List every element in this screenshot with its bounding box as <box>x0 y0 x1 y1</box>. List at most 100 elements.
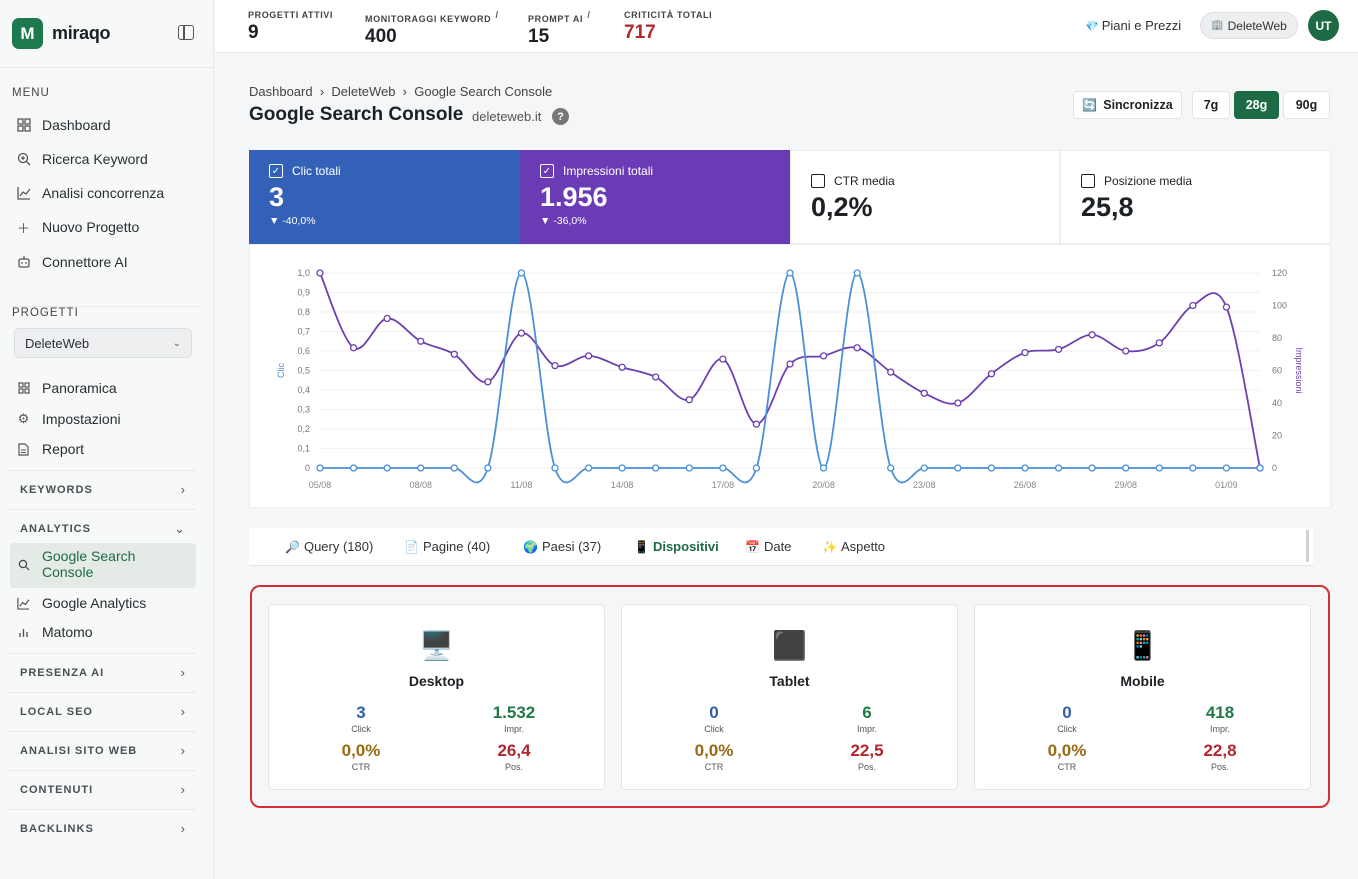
nav-label: Google Analytics <box>42 595 147 611</box>
group-backlinks[interactable]: BACKLINKS › <box>8 809 196 847</box>
search-icon <box>16 557 31 572</box>
group-contenuti[interactable]: CONTENUTI › <box>8 770 196 808</box>
device-name: Desktop <box>408 673 465 689</box>
metric-delta: ▼ -40,0% <box>269 215 316 227</box>
tab-date[interactable]: 📅 Date <box>745 539 791 554</box>
group-analisi-sito-web[interactable]: ANALISI SITO WEB › <box>8 731 196 769</box>
sync-button[interactable]: 🔄 Sincronizza <box>1073 91 1182 119</box>
clic-series-point <box>1222 464 1231 472</box>
nav-report[interactable]: Report <box>16 438 84 460</box>
metric-value: 25,8 <box>1081 192 1134 222</box>
device-click: 0 Click <box>704 703 724 734</box>
impressioni-series-point <box>1122 347 1130 355</box>
nav-google-search-console[interactable]: Google Search Console <box>16 548 152 582</box>
pricing-link[interactable]: 💎 Piani e Prezzi <box>1085 18 1181 33</box>
impressioni-series-point <box>551 361 559 370</box>
y-tick-label: 0,5 <box>297 366 310 376</box>
nav-label: Connettore AI <box>42 254 128 270</box>
checkbox-unchecked-icon[interactable] <box>811 174 825 188</box>
nav-dashboard[interactable]: Dashboard <box>16 114 111 136</box>
range-28g-button[interactable]: 28g <box>1234 91 1279 119</box>
avatar[interactable]: UT <box>1308 10 1339 41</box>
impressioni-series-point <box>887 368 895 376</box>
metric-posizione-media[interactable]: Posizione media 25,8 <box>1060 150 1331 244</box>
clic-series-point <box>887 464 895 472</box>
nav-label: Impostazioni <box>42 411 121 427</box>
robot-icon <box>16 255 31 270</box>
x-tick-label: 23/08 <box>913 480 936 490</box>
group-presenza-ai[interactable]: PRESENZA AI › <box>8 653 196 691</box>
y-right-tick-label: 120 <box>1272 268 1287 278</box>
impressioni-series-point <box>1088 331 1096 339</box>
tab-paesi[interactable]: 🌍 Paesi (37) <box>523 539 601 554</box>
clic-series-point <box>954 464 962 472</box>
device-pos: 22,5 Pos. <box>850 741 884 772</box>
checkbox-unchecked-icon[interactable] <box>1081 174 1095 188</box>
logo[interactable]: M miraqo <box>0 0 213 68</box>
clic-series-point <box>618 464 626 472</box>
nav-matomo[interactable]: Matomo <box>16 621 93 643</box>
tab-query[interactable]: 🔎 Query (180) <box>285 539 373 554</box>
sparkles-icon: ✨ <box>822 539 837 554</box>
nav-google-analytics[interactable]: Google Analytics <box>16 592 146 614</box>
nav-analisi-concorrenza[interactable]: Analisi concorrenza <box>16 182 164 204</box>
stat-value: 15 <box>528 26 550 47</box>
clic-series-point <box>1256 464 1264 472</box>
impressioni-series-point <box>517 329 526 337</box>
project-select[interactable]: DeleteWeb ⌄ <box>14 328 192 358</box>
stat-value: 9 <box>248 22 259 43</box>
clic-series-point <box>752 464 761 472</box>
y-tick-label: 0,3 <box>297 405 310 415</box>
magnifier-icon: 🔎 <box>285 539 300 554</box>
stat-prompt-ai: PROMPT AI i 15 <box>528 10 590 48</box>
range-7g-button[interactable]: 7g <box>1192 91 1230 119</box>
clic-series-point <box>349 464 358 472</box>
page-domain: deleteweb.it <box>472 109 542 124</box>
info-icon[interactable]: i <box>495 10 499 21</box>
sidebar-toggle-icon[interactable] <box>178 25 194 40</box>
metric-clic-totali[interactable]: ✓ Clic totali 3 ▼ -40,0% <box>249 150 520 244</box>
document-icon <box>16 442 31 457</box>
chevron-right-icon: › <box>180 665 186 680</box>
impressioni-series-point <box>920 389 928 397</box>
plus-icon: ＋ <box>16 220 30 236</box>
group-keywords[interactable]: KEYWORDS › <box>8 470 196 508</box>
x-tick-label: 01/09 <box>1215 480 1238 490</box>
clic-series-point <box>853 269 861 277</box>
range-90g-button[interactable]: 90g <box>1283 91 1330 119</box>
checkbox-checked-icon[interactable]: ✓ <box>540 164 554 178</box>
clic-series-point <box>987 464 996 472</box>
group-local-seo[interactable]: LOCAL SEO › <box>8 692 196 730</box>
nav-impostazioni[interactable]: ⚙ Impostazioni <box>16 408 121 430</box>
metric-ctr-media[interactable]: CTR media 0,2% <box>790 150 1060 244</box>
y-right-tick-label: 60 <box>1272 366 1282 376</box>
group-analytics[interactable]: ANALYTICS ⌄ <box>8 509 196 547</box>
project-pill[interactable]: 🏢 DeleteWeb <box>1200 12 1298 39</box>
metric-impressioni-totali[interactable]: ✓ Impressioni totali 1.956 ▼ -36,0% <box>520 150 790 244</box>
nav-connettore-ai[interactable]: Connettore AI <box>16 251 128 273</box>
y-tick-label: 0,1 <box>297 444 310 454</box>
y-tick-label: 0,6 <box>297 346 310 356</box>
info-icon[interactable]: i <box>587 10 591 21</box>
impressioni-series-point <box>1189 301 1197 310</box>
tab-dispositivi[interactable]: 📱 Dispositivi <box>634 539 719 554</box>
help-icon[interactable]: ? <box>552 108 569 125</box>
tab-pagine[interactable]: 📄 Pagine (40) <box>404 539 490 554</box>
impressioni-series-point <box>685 396 693 404</box>
x-tick-label: 20/08 <box>812 480 835 490</box>
checkbox-checked-icon[interactable]: ✓ <box>269 164 283 178</box>
nav-nuovo-progetto[interactable]: ＋ Nuovo Progetto <box>16 216 139 238</box>
clic-series-point <box>316 464 324 472</box>
tab-aspetto[interactable]: ✨ Aspetto <box>822 539 885 554</box>
search-plus-icon <box>16 152 31 167</box>
nav-panoramica[interactable]: Panoramica <box>16 377 117 399</box>
stat-label: PROMPT AI <box>528 14 584 24</box>
stat-label: PROGETTI ATTIVI <box>248 10 333 20</box>
nav-ricerca-keyword[interactable]: Ricerca Keyword <box>16 148 148 170</box>
impressioni-series-point <box>1155 339 1163 347</box>
breadcrumb[interactable]: Dashboard › DeleteWeb › Google Search Co… <box>249 84 553 99</box>
nav-label: Analisi concorrenza <box>42 185 165 201</box>
calendar-icon: 📅 <box>745 539 760 554</box>
pricing-label: Piani e Prezzi <box>1101 18 1182 33</box>
impressioni-series-point <box>618 363 626 371</box>
